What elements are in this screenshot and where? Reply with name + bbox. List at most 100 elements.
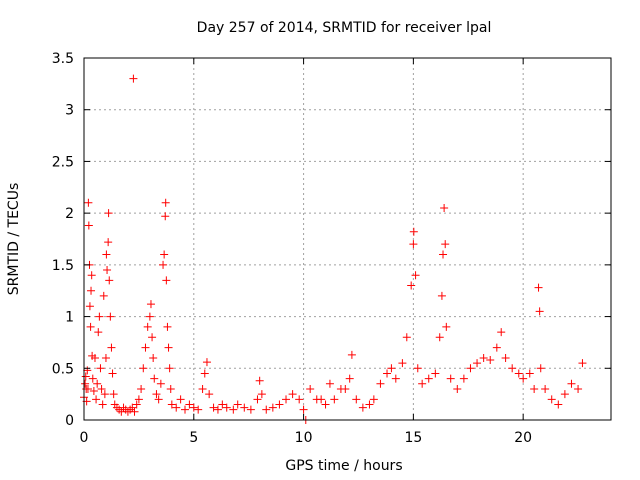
data-point xyxy=(369,395,378,404)
data-point xyxy=(154,395,163,404)
data-point xyxy=(132,400,141,409)
data-point xyxy=(330,395,339,404)
data-point xyxy=(93,379,102,388)
data-point xyxy=(106,312,115,321)
data-point xyxy=(317,395,326,404)
data-point xyxy=(84,221,93,230)
data-point xyxy=(139,364,148,373)
data-point xyxy=(424,374,433,383)
data-point xyxy=(459,374,468,383)
data-point xyxy=(567,379,576,388)
data-point xyxy=(189,403,198,412)
data-point xyxy=(159,260,168,269)
data-point xyxy=(534,283,543,292)
data-point xyxy=(84,198,93,207)
data-point xyxy=(306,384,315,393)
data-point xyxy=(90,353,99,362)
data-point xyxy=(81,372,90,381)
data-point xyxy=(160,250,169,259)
data-point xyxy=(98,400,107,409)
data-point xyxy=(358,403,367,412)
data-point xyxy=(167,400,176,409)
data-point xyxy=(104,209,113,218)
data-point xyxy=(435,333,444,342)
grid xyxy=(84,58,611,420)
data-point xyxy=(262,405,271,414)
data-point xyxy=(387,364,396,373)
data-point xyxy=(321,400,330,409)
data-point xyxy=(536,364,545,373)
data-point xyxy=(202,358,211,367)
data-point xyxy=(519,374,528,383)
data-point xyxy=(104,238,113,247)
data-point xyxy=(89,387,98,396)
axis-ticks: 0 5 10 15 20 0 0.5 1 1.5 2 2.5 3 3.5 xyxy=(52,51,611,446)
data-point xyxy=(257,390,266,399)
data-point xyxy=(530,384,539,393)
data-point xyxy=(413,364,422,373)
data-point xyxy=(181,405,190,414)
x-tick-label: 0 xyxy=(80,430,89,446)
data-point xyxy=(376,379,385,388)
data-point xyxy=(473,359,482,368)
data-point xyxy=(439,250,448,259)
data-point xyxy=(446,374,455,383)
data-point xyxy=(148,333,157,342)
data-point xyxy=(578,359,587,368)
data-point xyxy=(128,403,137,412)
data-point xyxy=(100,390,109,399)
data-point xyxy=(194,405,203,414)
data-point xyxy=(87,286,96,295)
y-tick-label: 1.5 xyxy=(52,258,74,274)
chart-title: Day 257 of 2014, SRMTID for receiver lpa… xyxy=(197,20,492,36)
y-tick-label: 0 xyxy=(65,413,74,429)
data-point xyxy=(535,307,544,316)
data-point xyxy=(130,407,139,416)
data-point xyxy=(418,379,427,388)
data-point xyxy=(83,384,92,393)
data-point xyxy=(246,405,255,414)
x-tick-label: 15 xyxy=(404,430,422,446)
data-point xyxy=(275,400,284,409)
data-point xyxy=(440,203,449,212)
data-point xyxy=(200,369,209,378)
data-point xyxy=(508,364,517,373)
y-tick-label: 2.5 xyxy=(52,154,74,170)
data-point xyxy=(411,271,420,280)
data-point xyxy=(352,395,361,404)
data-point xyxy=(409,227,418,236)
data-point xyxy=(161,198,170,207)
data-point xyxy=(486,356,495,365)
data-point xyxy=(383,369,392,378)
data-point xyxy=(87,271,96,280)
data-point xyxy=(141,343,150,352)
data-point xyxy=(107,343,116,352)
data-point xyxy=(441,240,450,249)
x-axis-label: GPS time / hours xyxy=(285,458,402,474)
data-point xyxy=(83,366,92,375)
data-point xyxy=(541,384,550,393)
data-points xyxy=(80,74,587,424)
data-point xyxy=(102,250,111,259)
data-point xyxy=(119,403,128,412)
y-tick-label: 0.5 xyxy=(52,361,74,377)
x-tick-label: 20 xyxy=(514,430,532,446)
data-point xyxy=(288,390,297,399)
data-point xyxy=(574,384,583,393)
data-point xyxy=(150,374,159,383)
data-point xyxy=(129,74,138,83)
data-point xyxy=(222,403,231,412)
data-point xyxy=(554,400,563,409)
data-point xyxy=(109,390,118,399)
data-point xyxy=(143,322,152,331)
data-point xyxy=(466,364,475,373)
data-point xyxy=(240,403,249,412)
data-point xyxy=(407,281,416,290)
data-point xyxy=(185,400,194,409)
x-tick-label: 10 xyxy=(295,430,313,446)
data-point xyxy=(325,379,334,388)
data-point xyxy=(85,302,94,311)
data-point xyxy=(391,374,400,383)
data-point xyxy=(86,322,95,331)
